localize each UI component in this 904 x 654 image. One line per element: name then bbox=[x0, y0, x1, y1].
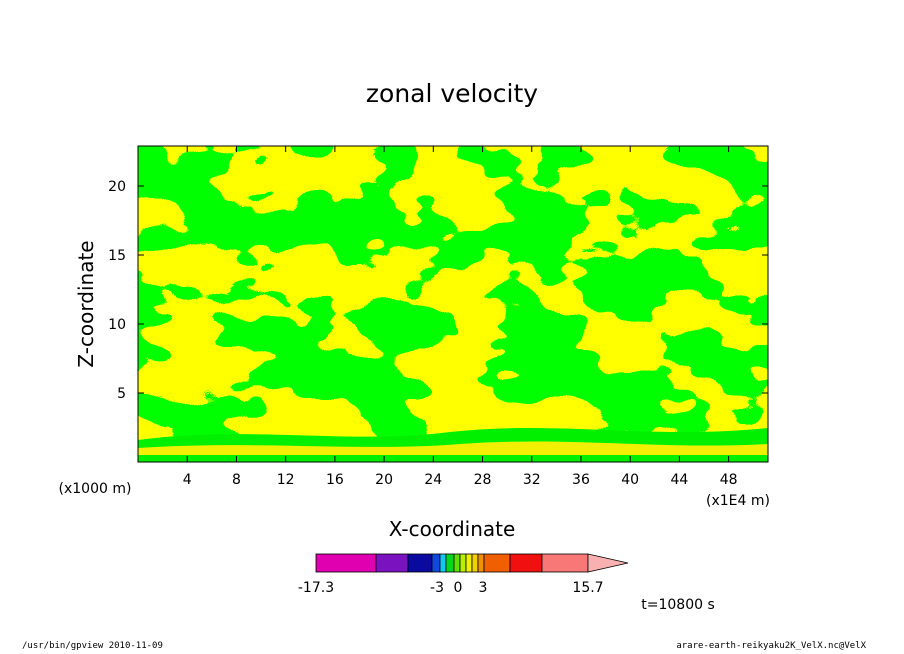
colorbar-tick-label: -17.3 bbox=[298, 580, 334, 596]
colorbar-segment bbox=[431, 553, 441, 573]
colorbar-segment bbox=[315, 553, 377, 573]
x-tick-label: 44 bbox=[670, 472, 688, 488]
colorbar-segment bbox=[439, 553, 447, 573]
x-axis-label: X-coordinate bbox=[389, 517, 516, 541]
chart-title: zonal velocity bbox=[366, 79, 538, 108]
x-tick-label: 16 bbox=[326, 472, 344, 488]
colorbar-tick-label: -3 bbox=[430, 580, 444, 596]
x-tick-label: 12 bbox=[277, 472, 295, 488]
y-tick-label: 20 bbox=[108, 179, 126, 195]
colorbar-tick-label: 3 bbox=[479, 580, 488, 596]
colorbar-segment bbox=[477, 553, 485, 573]
colorbar-tick-label: 0 bbox=[454, 580, 463, 596]
colorbar-segment bbox=[445, 553, 455, 573]
x-tick-label: 32 bbox=[523, 472, 541, 488]
y-tick-label: 5 bbox=[117, 386, 126, 402]
colorbar-segment bbox=[375, 553, 409, 573]
colorbar-arrow bbox=[587, 553, 629, 573]
field-bands bbox=[138, 428, 768, 462]
x-tick-label: 40 bbox=[621, 472, 639, 488]
y-units-label: (x1000 m) bbox=[59, 481, 132, 497]
colorbar-segment bbox=[407, 553, 433, 573]
y-axis-ticks: 5 10 15 20 bbox=[108, 179, 768, 402]
colorbar-segment bbox=[509, 553, 543, 573]
colorbar bbox=[315, 553, 629, 573]
y-tick-label: 15 bbox=[108, 248, 126, 264]
x-tick-label: 8 bbox=[232, 472, 241, 488]
x-axis-ticks: 4 8 12 16 20 24 28 32 36 40 44 48 bbox=[183, 146, 738, 488]
x-tick-label: 48 bbox=[720, 472, 738, 488]
y-tick-label: 10 bbox=[108, 317, 126, 333]
colorbar-segment bbox=[541, 553, 589, 573]
colorbar-tick-labels: -17.3 -3 0 3 15.7 bbox=[298, 580, 604, 596]
x-tick-label: 24 bbox=[424, 472, 442, 488]
colorbar-segment bbox=[453, 553, 461, 573]
colorbar-tick-label: 15.7 bbox=[572, 580, 603, 596]
footer-left: /usr/bin/gpview 2010-11-09 bbox=[22, 641, 163, 651]
x-tick-label: 4 bbox=[183, 472, 192, 488]
footer-right: arare-earth-reikyaku2K_VelX.nc@VelX bbox=[676, 641, 866, 651]
x-tick-label: 20 bbox=[375, 472, 393, 488]
colorbar-segment bbox=[483, 553, 511, 573]
time-label: t=10800 s bbox=[641, 597, 715, 613]
x-tick-label: 28 bbox=[474, 472, 492, 488]
x-tick-label: 36 bbox=[572, 472, 590, 488]
y-axis-label: Z-coordinate bbox=[74, 240, 98, 367]
colorbar-segment bbox=[465, 553, 473, 573]
contour-field bbox=[138, 146, 768, 462]
colorbar-segment bbox=[459, 553, 467, 573]
x-units-label: (x1E4 m) bbox=[706, 493, 770, 509]
colorbar-segment bbox=[471, 553, 479, 573]
